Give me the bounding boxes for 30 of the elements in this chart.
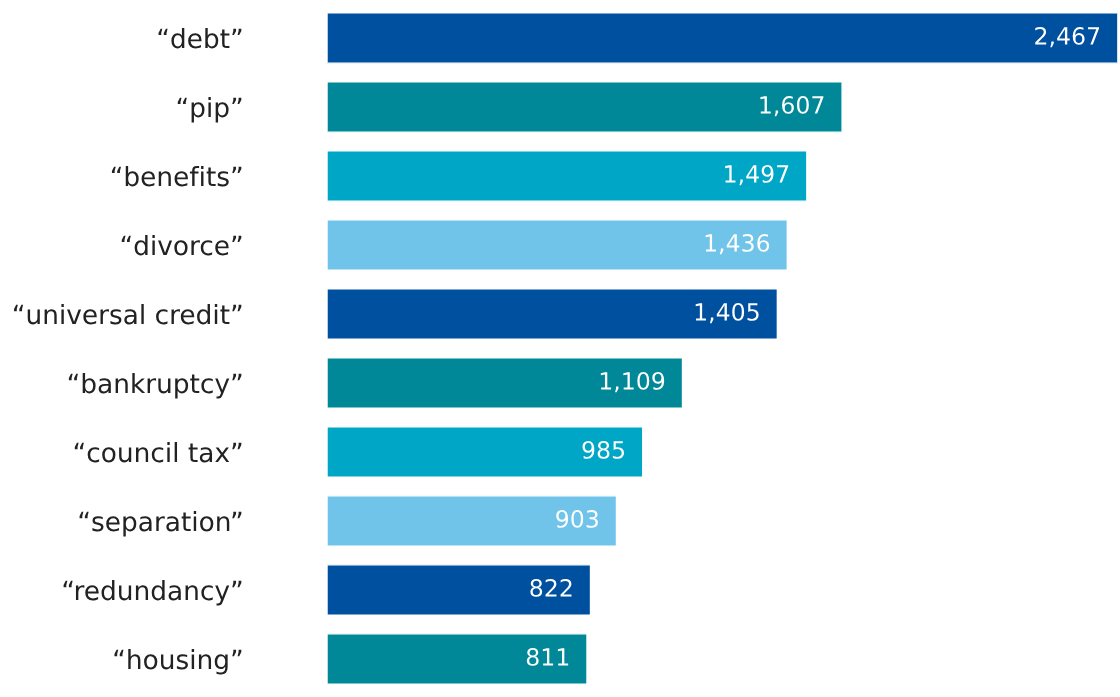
y-tick-label: “housing” [114,648,242,675]
bar [327,426,644,478]
y-tick-label: “council tax” [74,441,242,463]
data-label: 811 [526,648,569,666]
data-label: 2,467 [1035,26,1100,48]
data-label: 1,436 [705,233,770,255]
data-label: 985 [582,441,625,459]
y-tick-label: “redundancy” [63,579,242,606]
bar [327,564,592,616]
y-tick-label: “bankruptcy” [68,372,242,399]
bar [327,357,684,409]
bar [327,495,618,547]
bar [327,219,789,271]
y-tick-label: “divorce” [121,234,242,256]
bar [327,81,843,133]
data-label: 822 [530,579,572,597]
bar [327,288,779,340]
bar [327,12,1118,64]
data-label: 1,405 [695,302,759,324]
data-label: 1,497 [725,164,789,186]
data-label: 1,607 [760,95,824,117]
y-tick-label: “pip” [177,96,242,123]
bar [327,633,588,685]
bar [327,150,808,202]
y-tick-label: “benefits” [111,165,242,187]
data-label: 1,109 [600,371,665,393]
data-label: 903 [556,510,598,528]
y-tick-label: “separation” [79,510,242,537]
y-tick-label: “universal credit” [14,303,242,325]
y-tick-label: “debt” [158,27,242,49]
